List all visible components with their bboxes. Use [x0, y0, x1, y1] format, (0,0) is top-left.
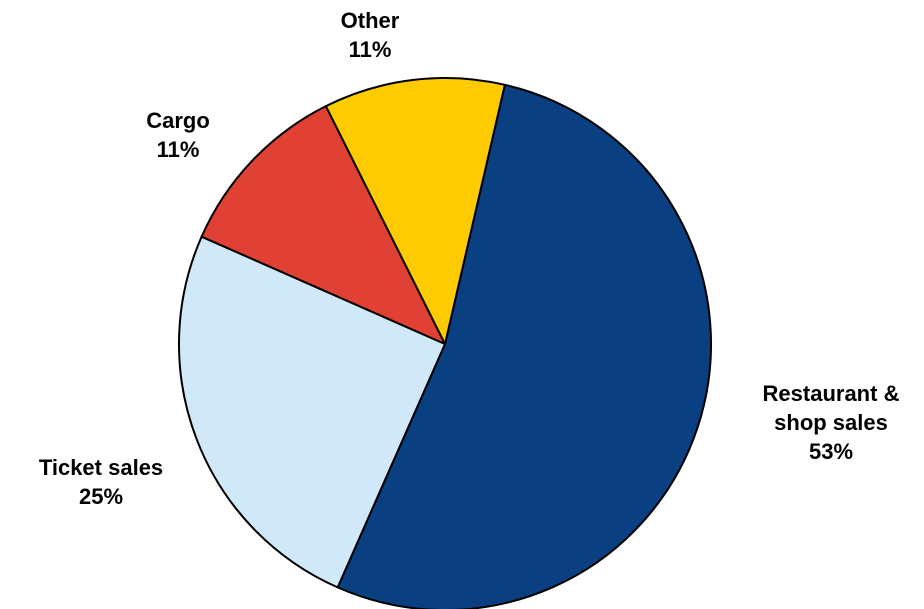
- slice-name-label: shop sales: [774, 410, 888, 435]
- slice-label-other: Other 11%: [341, 8, 400, 62]
- slice-value-label: 11%: [157, 137, 200, 162]
- slice-value-label: 25%: [79, 484, 123, 509]
- pie-labels: Restaurant & shop sales 53% Ticket sales 25%…: [39, 8, 900, 509]
- slice-ticket-sales: [178, 235, 446, 589]
- slice-name-label: Other: [341, 8, 400, 33]
- slice-value-label: 53%: [809, 439, 853, 464]
- slice-label-cargo: Cargo 11%: [146, 108, 210, 162]
- slice-label-restaurant-and-shop-sales: Restaurant & shop sales 53%: [763, 381, 900, 464]
- slice-cargo: [200, 105, 446, 345]
- slice-restaurant-and-shop-sales: [336, 83, 712, 609]
- slice-name-label: Cargo: [146, 108, 210, 133]
- slice-name-label: Restaurant &: [763, 381, 900, 406]
- slice-other: [324, 77, 506, 345]
- slice-name-label: Ticket sales: [39, 455, 163, 480]
- slice-value-label: 11%: [349, 37, 392, 62]
- slice-label-ticket-sales: Ticket sales 25%: [39, 455, 163, 509]
- pie-slices: [178, 77, 712, 609]
